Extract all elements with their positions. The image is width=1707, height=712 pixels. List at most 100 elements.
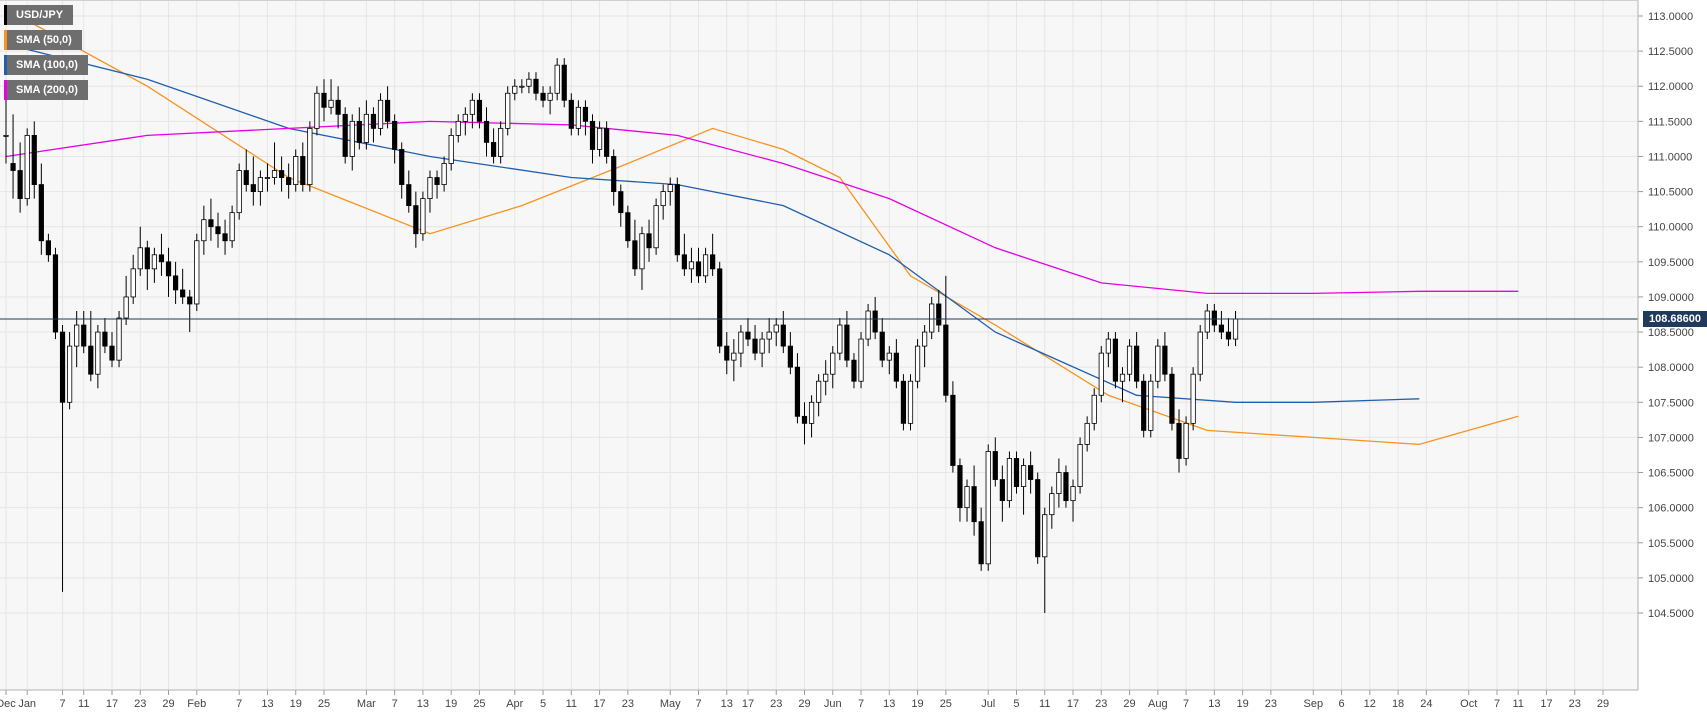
x-tick-label: 6 [1338, 698, 1344, 710]
candle [264, 163, 271, 192]
candle [801, 402, 808, 445]
candle [328, 79, 334, 115]
candle [900, 374, 907, 431]
candle [681, 233, 687, 276]
candle-body-down [243, 170, 249, 185]
x-tick-label: Jul [981, 698, 995, 710]
candle [17, 142, 23, 213]
candle-body-up [455, 120, 461, 136]
candle-body-up [1098, 352, 1104, 396]
x-tick-label: 7 [236, 698, 242, 710]
candle [561, 58, 567, 108]
candle-body-down [180, 289, 186, 298]
candle-body-down [1225, 331, 1232, 340]
candle [1148, 374, 1154, 438]
candle-body-down [851, 359, 857, 382]
candle [1162, 332, 1168, 382]
candle [999, 465, 1005, 522]
candle [187, 289, 193, 333]
candle-body-down [38, 184, 44, 242]
grid [0, 0, 1638, 690]
candle-body-down [582, 106, 589, 122]
candle-body-up [1155, 345, 1161, 382]
x-tick-label: 7 [392, 698, 398, 710]
candle-body-down [144, 247, 150, 270]
candle [399, 142, 405, 199]
candle-body-down [335, 99, 341, 115]
candle [1155, 339, 1161, 389]
candle-body-down [1162, 345, 1168, 375]
candle [787, 332, 793, 375]
y-tick-label: 110.0000 [1648, 222, 1693, 234]
candle [476, 93, 483, 129]
candle [300, 142, 306, 192]
candle [512, 79, 518, 101]
candle-body-down [943, 324, 949, 396]
x-tick-label: 7 [59, 698, 65, 710]
y-tick-label: 111.0000 [1648, 151, 1692, 163]
candle [808, 395, 815, 438]
candle-body-up [865, 310, 871, 340]
candle-body-up [151, 254, 157, 270]
candle-body-down [540, 92, 546, 101]
candle-body-down [81, 324, 87, 347]
candle-body-down [717, 268, 723, 347]
candle-body-down [618, 191, 624, 214]
candle-body-down [957, 465, 963, 509]
legend-swatch [4, 30, 7, 50]
candle [469, 93, 475, 129]
candle [611, 149, 617, 206]
candle [745, 318, 751, 347]
candle [773, 318, 779, 347]
candle [498, 121, 504, 164]
candle-body-down [52, 254, 59, 333]
candle [731, 339, 737, 382]
candle-body-up [377, 99, 384, 129]
candle-body-up [264, 177, 271, 179]
candle [639, 226, 645, 290]
candle [1169, 367, 1175, 431]
candle [1020, 458, 1027, 515]
candle [180, 268, 186, 304]
candle-body-down [413, 205, 419, 235]
candle-body-up [823, 373, 829, 382]
x-tick-label: 19 [1236, 698, 1248, 710]
candle-body-up [441, 163, 447, 185]
candle-body-up [1232, 318, 1239, 340]
y-tick-label: 112.5000 [1648, 46, 1693, 58]
candle [964, 479, 970, 522]
y-tick-label: 109.0000 [1648, 292, 1694, 304]
candle-body-down [434, 177, 440, 185]
candle-body-down [172, 275, 179, 291]
candle-body-up [512, 85, 518, 94]
candle-body-down [604, 127, 610, 157]
candle [420, 191, 426, 241]
candle-body-up [271, 170, 278, 178]
candle-body-down [611, 156, 617, 192]
candle-body-down [794, 366, 801, 417]
candle [568, 93, 574, 136]
x-tick-label: 5 [540, 698, 546, 710]
x-tick-label: 13 [1208, 698, 1220, 710]
x-tick-label: Jan [18, 698, 36, 710]
candle-body-up [505, 92, 511, 129]
candle-body-up [498, 127, 504, 157]
candle [702, 247, 709, 283]
candle [1211, 303, 1217, 333]
candle-body-up [1042, 514, 1048, 558]
candle [229, 205, 235, 248]
sma-200-line [5, 120, 1519, 295]
candle [1056, 458, 1062, 508]
candle [38, 163, 44, 255]
candle-body-down [476, 99, 483, 122]
candle-body-down [646, 233, 652, 249]
candle-body-down [109, 345, 115, 361]
x-tick-label: 25 [940, 698, 952, 710]
candle-body-down [208, 219, 214, 228]
candle [363, 100, 369, 150]
x-tick-label: Apr [506, 698, 523, 710]
candle-body-up [314, 92, 320, 129]
candle [907, 374, 914, 431]
candle-body-down [1169, 373, 1175, 424]
